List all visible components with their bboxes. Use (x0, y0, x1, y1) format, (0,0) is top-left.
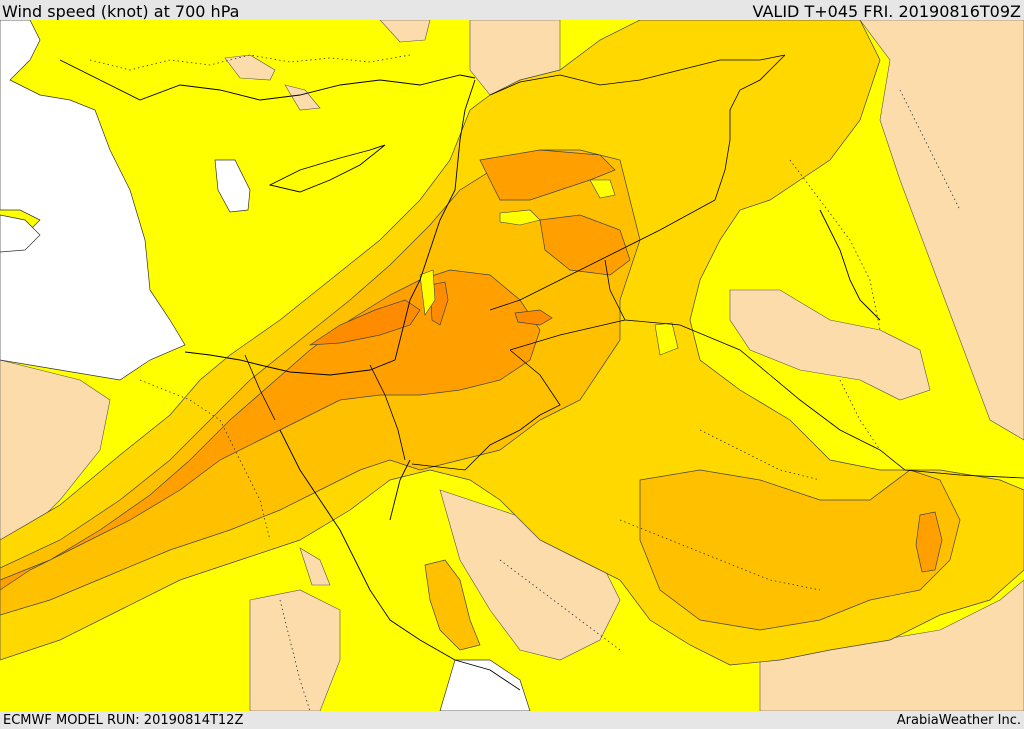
sea-areas (0, 20, 531, 711)
credit: ArabiaWeather Inc. (896, 713, 1021, 728)
country-borders (244, 54, 1024, 479)
wind-band-4 (0, 149, 943, 591)
footer-bar (0, 711, 1024, 729)
coastlines (59, 59, 881, 691)
model-run: ECMWF MODEL RUN: 20190814T12Z (3, 713, 244, 728)
valid-time: VALID T+045 FRI. 20190816T09Z (752, 2, 1021, 21)
header-bar (0, 0, 1024, 20)
wind-speed-map (0, 20, 1024, 711)
weak-wind-islands (419, 179, 679, 356)
calm-regions (0, 20, 1024, 711)
map-title: Wind speed (knot) at 700 hPa (2, 2, 240, 21)
internal-boundaries (89, 54, 961, 711)
wind-band-5 (308, 281, 553, 346)
